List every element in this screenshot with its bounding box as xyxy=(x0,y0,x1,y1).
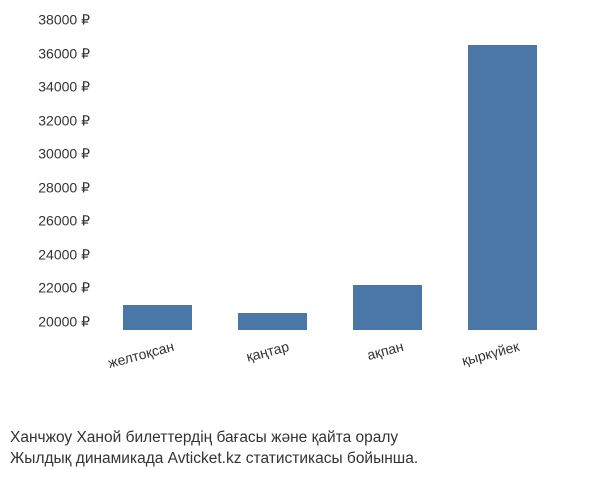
x-tick-label: желтоқсан xyxy=(106,338,175,371)
y-tick-label: 32000 ₽ xyxy=(38,112,90,129)
bars-group xyxy=(100,20,560,330)
y-tick-label: 26000 ₽ xyxy=(38,213,90,230)
chart-caption: Ханчжоу Ханой билеттердің бағасы және қа… xyxy=(10,427,590,470)
plot-area: 20000 ₽22000 ₽24000 ₽26000 ₽28000 ₽30000… xyxy=(100,20,560,330)
y-tick-label: 20000 ₽ xyxy=(38,313,90,330)
y-tick-label: 24000 ₽ xyxy=(38,246,90,263)
y-tick-label: 28000 ₽ xyxy=(38,179,90,196)
y-tick-label: 30000 ₽ xyxy=(38,146,90,163)
caption-line-1: Ханчжоу Ханой билеттердің бағасы және қа… xyxy=(10,427,590,449)
x-axis: желтоқсан қаңтар ақпан қыркүйек xyxy=(100,330,560,390)
y-tick-label: 34000 ₽ xyxy=(38,79,90,96)
bar-chart: 20000 ₽22000 ₽24000 ₽26000 ₽28000 ₽30000… xyxy=(100,20,560,390)
bar xyxy=(238,313,307,330)
caption-line-2: Жылдық динамикада Avticket.kz статистика… xyxy=(10,448,590,470)
y-tick-label: 36000 ₽ xyxy=(38,45,90,62)
bar xyxy=(353,285,422,330)
x-tick-label: қаңтар xyxy=(244,338,290,365)
bar xyxy=(468,45,537,330)
y-axis: 20000 ₽ 22000 ₽ 24000 ₽ 26000 ₽ 28000 ₽ 30000… xyxy=(10,20,100,330)
y-tick-label: 38000 ₽ xyxy=(38,12,90,29)
x-tick-label: қыркүйек xyxy=(460,338,521,369)
x-tick-label: ақпан xyxy=(366,338,406,363)
y-tick-label: 22000 ₽ xyxy=(38,280,90,297)
bar xyxy=(123,305,192,330)
